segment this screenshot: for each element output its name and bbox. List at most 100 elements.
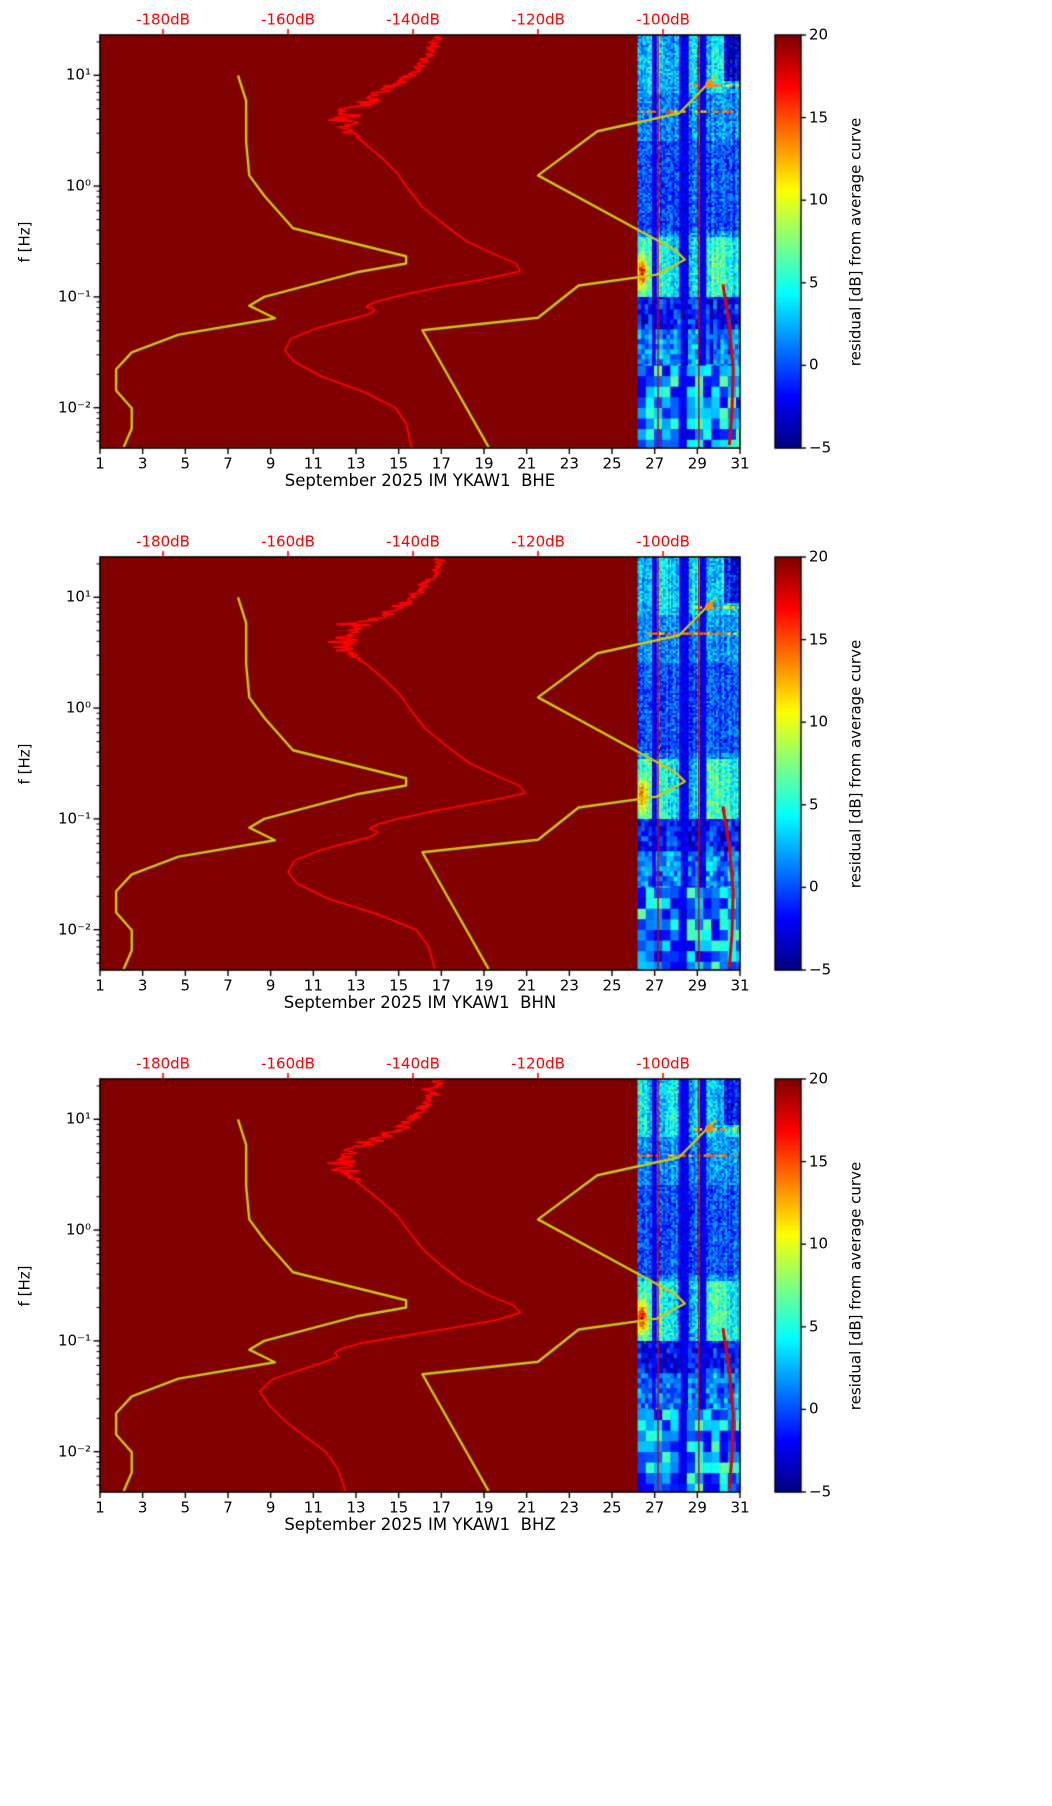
x-tick-label: 31 — [730, 454, 750, 473]
panel-title: September 2025 IM YKAW1 BHN — [283, 992, 557, 1012]
x-tick-label: 29 — [687, 976, 707, 995]
y-tick-label: 10⁰ — [65, 176, 91, 195]
x-tick-label: 27 — [645, 1498, 665, 1517]
x-tick-label: 19 — [474, 976, 494, 995]
colorbar-tick-label: −5 — [809, 1482, 832, 1501]
colorbar-tick-label: 20 — [809, 547, 829, 566]
db-axis-label: -140dB — [386, 532, 440, 551]
colorbar-tick-label: 0 — [809, 355, 819, 374]
x-tick-label: 17 — [431, 1498, 451, 1517]
x-tick-label: 17 — [431, 454, 451, 473]
x-tick-label: 19 — [474, 454, 494, 473]
y-axis-label: f [Hz] — [15, 221, 34, 262]
colorbar-tick-label: 20 — [809, 1069, 829, 1088]
colorbar-tick-label: 10 — [809, 1234, 829, 1253]
panel-title: September 2025 IM YKAW1 BHZ — [284, 1514, 556, 1534]
db-axis-label: -120dB — [511, 532, 565, 551]
db-axis-label: -100dB — [636, 1054, 690, 1073]
y-tick-label: 10¹ — [65, 587, 91, 606]
x-tick-label: 5 — [180, 454, 191, 473]
x-tick-label: 11 — [303, 1498, 323, 1517]
colorbar-tick-label: 5 — [809, 1317, 819, 1336]
x-tick-label: 1 — [95, 1498, 105, 1517]
colorbar-tick-label: 0 — [809, 1399, 819, 1418]
x-tick-label: 25 — [602, 1498, 622, 1517]
x-tick-label: 27 — [645, 976, 665, 995]
x-tick-label: 7 — [223, 454, 233, 473]
colorbar-tick-label: −5 — [809, 438, 832, 457]
x-tick-label: 23 — [559, 454, 579, 473]
x-tick-label: 25 — [602, 976, 622, 995]
x-tick-label: 15 — [389, 454, 409, 473]
x-tick-label: 9 — [265, 976, 276, 995]
y-tick-label: 10⁻¹ — [57, 287, 91, 306]
x-tick-label: 29 — [687, 1498, 707, 1517]
colorbar-label: residual [dB] from average curve — [846, 639, 865, 888]
x-tick-label: 13 — [346, 976, 366, 995]
colorbar-tick-label: 0 — [809, 877, 819, 896]
y-tick-label: 10⁻¹ — [57, 1331, 91, 1350]
colorbar-tick-label: 15 — [809, 630, 829, 649]
x-tick-label: 3 — [137, 1498, 148, 1517]
x-tick-label: 5 — [180, 1498, 191, 1517]
db-axis-label: -120dB — [511, 1054, 565, 1073]
y-axis-label: f [Hz] — [15, 743, 34, 784]
x-tick-label: 19 — [474, 1498, 494, 1517]
x-tick-label: 7 — [223, 976, 233, 995]
db-axis-label: -160dB — [261, 10, 315, 29]
x-tick-label: 3 — [137, 976, 148, 995]
db-axis-label: -140dB — [386, 10, 440, 29]
db-axis-label: -100dB — [636, 532, 690, 551]
y-tick-label: 10⁻¹ — [57, 809, 91, 828]
y-tick-label: 10¹ — [65, 65, 91, 84]
x-tick-label: 31 — [730, 976, 750, 995]
x-tick-label: 23 — [559, 976, 579, 995]
x-tick-label: 1 — [95, 976, 105, 995]
x-tick-label: 25 — [602, 454, 622, 473]
x-tick-label: 27 — [645, 454, 665, 473]
db-axis-label: -180dB — [136, 10, 190, 29]
colorbar-tick-label: −5 — [809, 960, 832, 979]
x-tick-label: 15 — [389, 976, 409, 995]
colorbar-tick-label: 5 — [809, 795, 819, 814]
db-axis-label: -100dB — [636, 10, 690, 29]
x-tick-label: 11 — [303, 976, 323, 995]
x-tick-label: 11 — [303, 454, 323, 473]
colorbar-tick-label: 20 — [809, 25, 829, 44]
x-tick-label: 21 — [517, 1498, 537, 1517]
db-axis-label: -140dB — [386, 1054, 440, 1073]
y-tick-label: 10⁰ — [65, 1220, 91, 1239]
db-axis-label: -180dB — [136, 532, 190, 551]
x-tick-label: 21 — [517, 454, 537, 473]
x-tick-label: 9 — [265, 454, 276, 473]
colorbar-tick-label: 15 — [809, 108, 829, 127]
y-axis-label: f [Hz] — [15, 1265, 34, 1306]
x-tick-label: 5 — [180, 976, 191, 995]
y-tick-label: 10⁻² — [57, 1442, 91, 1461]
y-tick-label: 10⁻² — [57, 920, 91, 939]
colorbar-label: residual [dB] from average curve — [846, 117, 865, 366]
db-axis-label: -160dB — [261, 1054, 315, 1073]
x-tick-label: 15 — [389, 1498, 409, 1517]
colorbar-tick-label: 10 — [809, 712, 829, 731]
x-tick-label: 9 — [265, 1498, 276, 1517]
x-tick-label: 29 — [687, 454, 707, 473]
x-tick-label: 3 — [137, 454, 148, 473]
x-tick-label: 13 — [346, 454, 366, 473]
y-tick-label: 10⁻² — [57, 398, 91, 417]
colorbar-label: residual [dB] from average curve — [846, 1161, 865, 1410]
x-tick-label: 1 — [95, 454, 105, 473]
db-axis-label: -160dB — [261, 532, 315, 551]
panel-title: September 2025 IM YKAW1 BHE — [284, 470, 556, 490]
x-tick-label: 13 — [346, 1498, 366, 1517]
x-tick-label: 21 — [517, 976, 537, 995]
x-tick-label: 7 — [223, 1498, 233, 1517]
y-tick-label: 10¹ — [65, 1109, 91, 1128]
y-tick-label: 10⁰ — [65, 698, 91, 717]
x-tick-label: 17 — [431, 976, 451, 995]
colorbar-tick-label: 5 — [809, 273, 819, 292]
db-axis-label: -180dB — [136, 1054, 190, 1073]
